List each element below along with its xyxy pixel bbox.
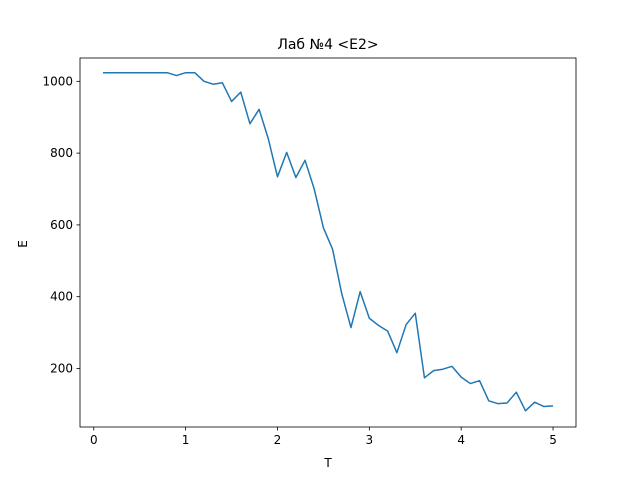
x-axis-label: T <box>323 456 332 470</box>
x-tick-label: 2 <box>274 433 282 447</box>
x-tick-label: 5 <box>549 433 557 447</box>
y-tick-label: 400 <box>50 290 73 304</box>
x-tick-label: 1 <box>182 433 190 447</box>
y-tick-label: 600 <box>50 218 73 232</box>
y-tick-label: 200 <box>50 361 73 375</box>
x-tick-label: 4 <box>457 433 465 447</box>
y-tick-label: 800 <box>50 146 73 160</box>
plot-area: 0 1 2 3 4 5 200 400 600 800 1000 <box>42 57 577 447</box>
x-tick-label: 0 <box>90 433 98 447</box>
x-tick-label: 3 <box>366 433 374 447</box>
y-tick-label: 1000 <box>42 74 73 88</box>
y-axis-label: E <box>16 240 30 248</box>
series-line <box>102 71 554 412</box>
axes-frame <box>79 57 577 428</box>
chart-title: Лаб №4 <E2> <box>277 37 378 53</box>
